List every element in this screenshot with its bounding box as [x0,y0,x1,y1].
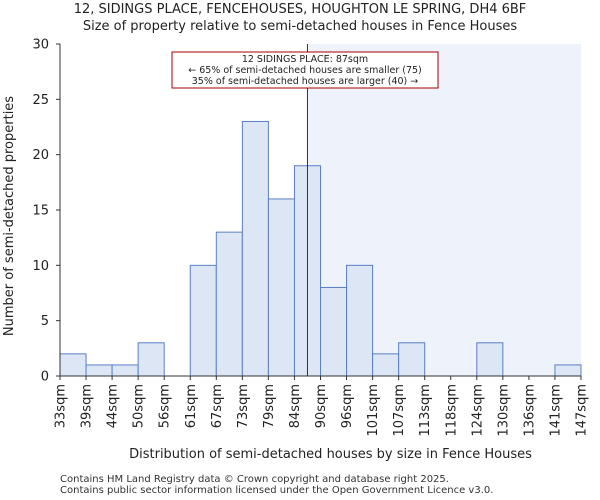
y-tick-label: 10 [32,259,49,274]
y-tick-label: 30 [32,38,49,53]
bar-44sqm [111,364,139,377]
chart-subtitle: Size of property relative to semi-detach… [82,19,518,34]
x-tick-label: 61sqm [184,384,199,428]
x-tick-label: 124sqm [470,384,485,437]
bar-39sqm [85,364,113,377]
x-tick-label: 79sqm [262,384,277,428]
footer-copyright: Contains HM Land Registry data © Crown c… [60,474,449,485]
x-tick-label: 147sqm [575,384,590,437]
x-tick-label: 113sqm [418,384,433,437]
bar-61sqm [189,264,217,377]
histogram-chart: 12 SIDINGS PLACE: 87sqm ← 65% of semi-de… [2,38,590,463]
x-tick-label: 118sqm [444,384,459,437]
bar-107sqm [398,342,426,377]
bar-124sqm [476,342,504,377]
x-tick-label: 73sqm [236,384,251,428]
bar-96sqm [346,264,374,377]
y-tick-label: 15 [32,204,49,219]
bar-90sqm [320,286,348,377]
marker-annotation: 12 SIDINGS PLACE: 87sqm ← 65% of semi-de… [171,51,439,89]
y-tick-label: 20 [32,148,49,163]
bar-33sqm [59,353,87,377]
y-tick-label: 0 [41,370,49,385]
x-tick-label: 50sqm [132,384,147,428]
x-tick-label: 107sqm [392,384,407,437]
x-tick-label: 84sqm [288,384,303,428]
x-axis-label: Distribution of semi-detached houses by … [129,447,532,462]
x-tick-label: 141sqm [548,384,563,437]
x-tick-label: 44sqm [106,384,121,428]
footer-licence: Contains public sector information licen… [60,485,494,496]
x-tick-label: 136sqm [522,384,537,437]
x-tick-label: 101sqm [366,384,381,437]
bar-79sqm [267,198,295,377]
bar-73sqm [241,120,269,377]
annotation-title: 12 SIDINGS PLACE: 87sqm [242,54,368,65]
y-axis-label: Number of semi-detached properties [2,96,17,336]
bar-101sqm [372,353,400,377]
x-tick-label: 56sqm [158,384,173,428]
bar-67sqm [215,231,243,377]
y-tick-label: 25 [32,93,49,108]
annotation-box [171,51,439,89]
bar-141sqm [554,364,582,377]
x-tick-label: 96sqm [340,384,355,428]
annotation-larger: 35% of semi-detached houses are larger (… [192,76,419,87]
x-tick-label: 33sqm [54,384,69,428]
x-tick-label: 90sqm [314,384,329,428]
annotation-smaller: ← 65% of semi-detached houses are smalle… [188,65,422,76]
y-tick-label: 5 [41,314,49,329]
x-tick-label: 130sqm [496,384,511,437]
chart-title: 12, SIDINGS PLACE, FENCEHOUSES, HOUGHTON… [73,2,527,17]
bar-50sqm [137,342,165,377]
x-tick-label: 39sqm [80,384,95,428]
x-tick-label: 67sqm [210,384,225,428]
